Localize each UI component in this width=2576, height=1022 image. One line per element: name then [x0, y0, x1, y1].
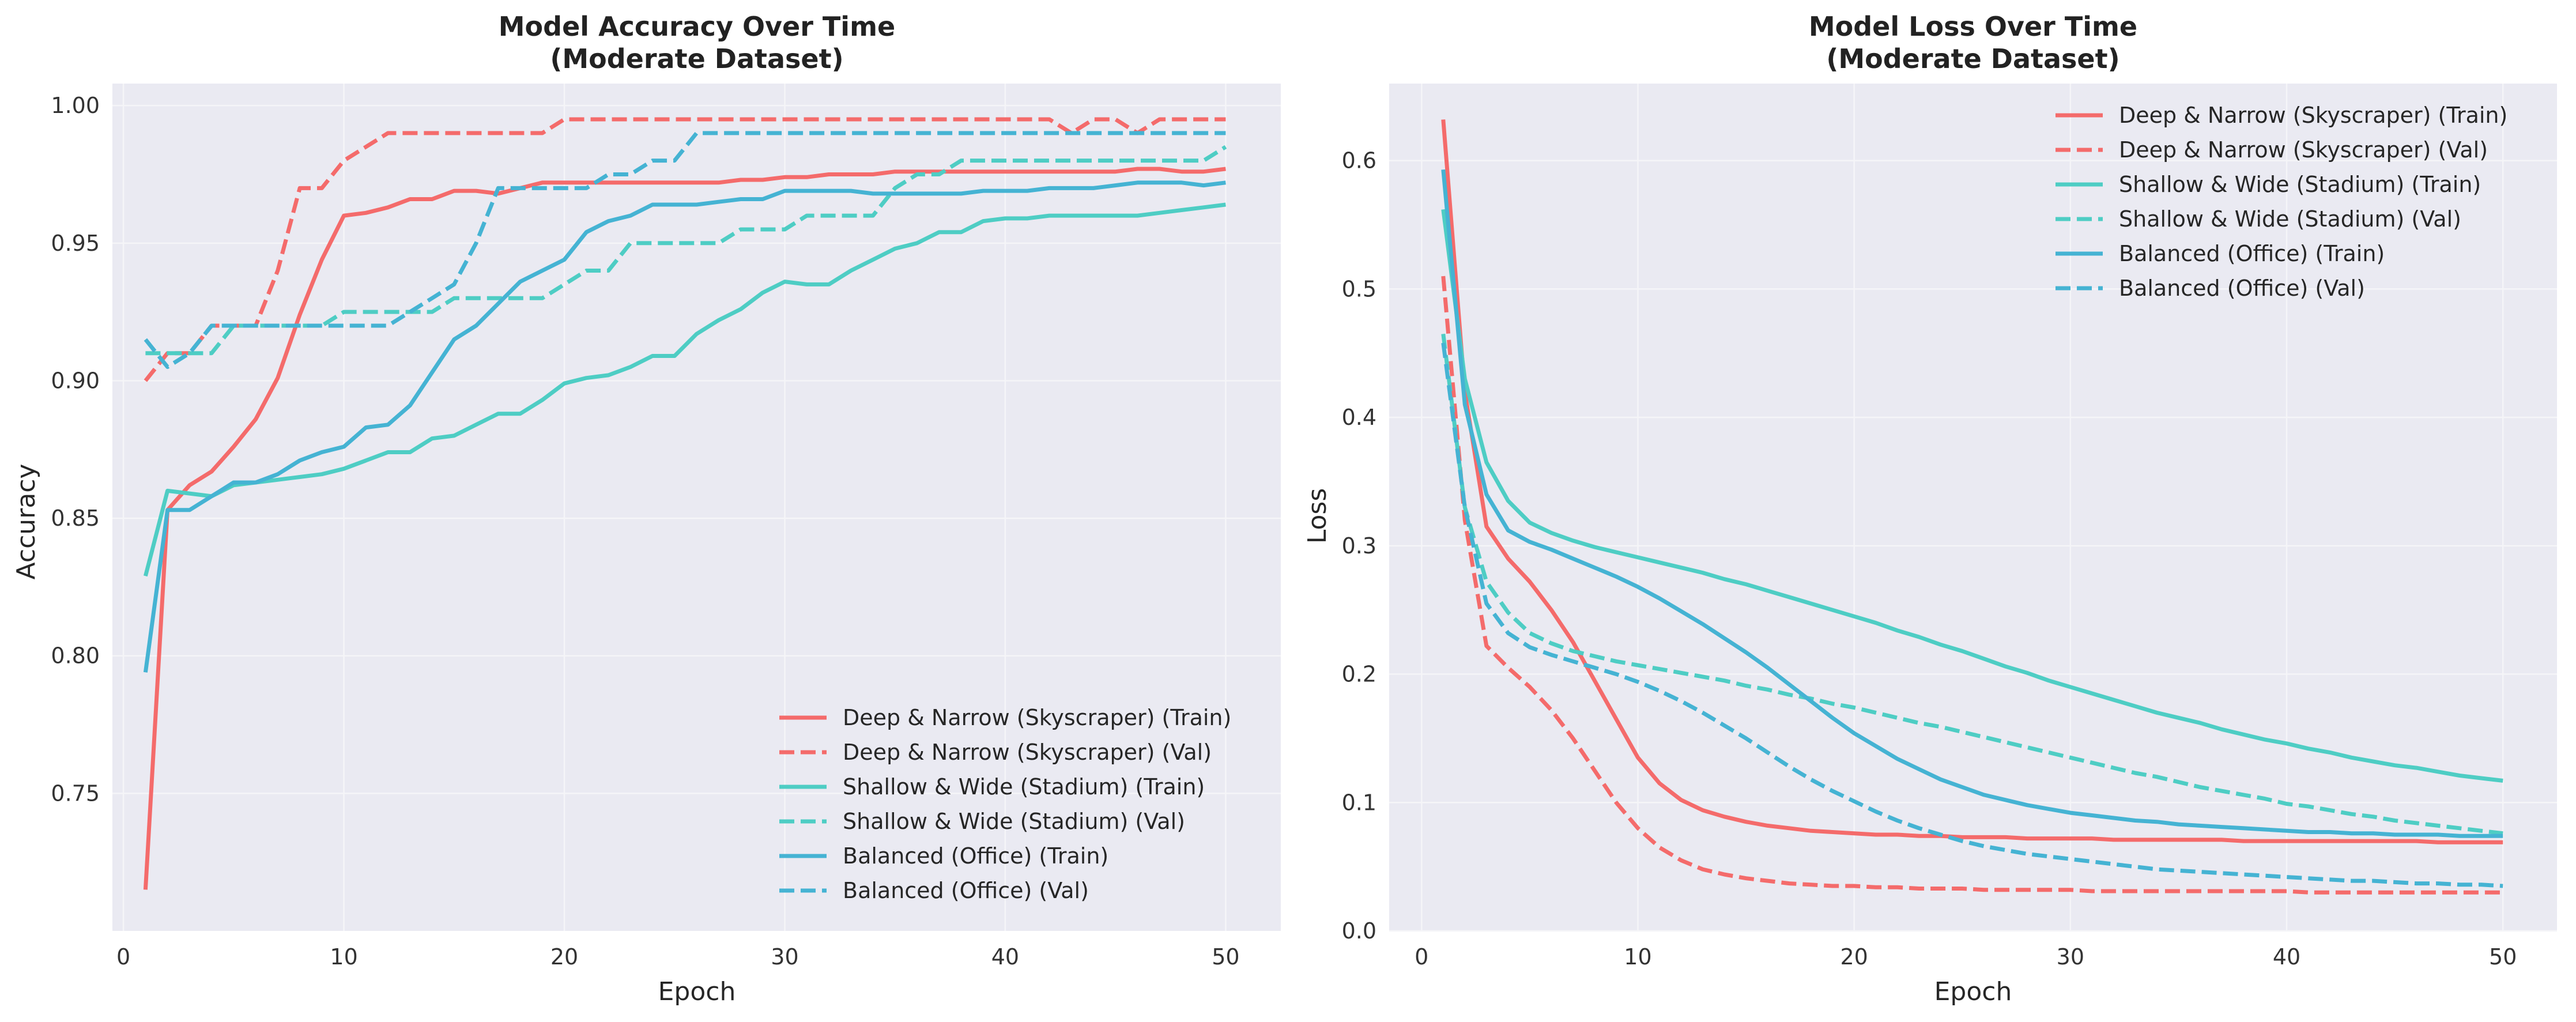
loss-y-axis-label: Loss [1303, 488, 1332, 544]
accuracy-series-line [144, 131, 1226, 369]
accuracy-x-axis-label: Epoch [658, 977, 736, 1006]
loss-legend: Deep & Narrow (Skyscraper) (Train) Deep &… [2055, 103, 2507, 301]
loss-y-tick-label: 0.1 [1342, 790, 1376, 815]
accuracy-x-tick-label: 0 [116, 944, 130, 970]
legend-entry-label: Balanced (Office) (Val) [2119, 276, 2365, 301]
loss-chart-subtitle: (Moderate Dataset) [1826, 43, 2119, 74]
accuracy-y-tick-label: 0.95 [51, 231, 100, 256]
accuracy-y-tick-label: 0.85 [51, 506, 100, 531]
legend-entry-label: Deep & Narrow (Skyscraper) (Train) [843, 705, 1231, 730]
accuracy-series-line [143, 180, 1226, 673]
accuracy-x-tick-label: 10 [330, 944, 357, 970]
legend-entry-label: Deep & Narrow (Skyscraper) (Val) [843, 740, 1212, 765]
legend-entry-label: Shallow & Wide (Stadium) (Val) [843, 809, 1185, 834]
accuracy-chart-panel: Model Accuracy Over Time (Moderate Datas… [12, 11, 1281, 1006]
accuracy-legend: Deep & Narrow (Skyscraper) (Train) Deep &… [779, 705, 1231, 903]
legend-entry-label: Deep & Narrow (Skyscraper) (Val) [2119, 137, 2488, 163]
accuracy-series-line [143, 167, 1226, 890]
loss-y-tick-label: 0.3 [1342, 533, 1376, 559]
loss-x-tick-label: 40 [2273, 944, 2300, 970]
accuracy-y-tick-label: 0.80 [51, 643, 100, 669]
accuracy-series-line [144, 117, 1226, 382]
accuracy-x-tick-label: 40 [991, 944, 1019, 970]
loss-x-tick-label: 50 [2489, 944, 2517, 970]
loss-series-line [1441, 209, 2503, 783]
loss-series-line [1441, 333, 2503, 836]
legend-entry-label: Shallow & Wide (Stadium) (Train) [2119, 172, 2481, 197]
accuracy-y-tick-label: 0.75 [51, 780, 100, 806]
accuracy-x-tick-label: 30 [771, 944, 798, 970]
loss-chart-panel: Model Loss Over Time (Moderate Dataset) … [1303, 11, 2557, 1006]
loss-y-tick-label: 0.0 [1342, 918, 1376, 944]
loss-x-tick-label: 0 [1415, 944, 1428, 970]
legend-entry-label: Shallow & Wide (Stadium) (Val) [2119, 206, 2461, 232]
loss-x-tick-label: 10 [1624, 944, 1651, 970]
accuracy-y-axis-label: Accuracy [12, 464, 41, 580]
accuracy-plot-area [112, 84, 1281, 931]
loss-x-tick-label: 30 [2057, 944, 2084, 970]
legend-entry-label: Balanced (Office) (Train) [843, 843, 1108, 869]
loss-chart-title: Model Loss Over Time [1809, 11, 2137, 42]
loss-series-line [1441, 342, 2503, 888]
loss-x-axis-label: Epoch [1934, 977, 2012, 1006]
legend-entry-label: Shallow & Wide (Stadium) (Train) [843, 774, 1205, 800]
loss-y-tick-label: 0.4 [1342, 405, 1376, 430]
accuracy-y-tick-label: 1.00 [51, 93, 100, 118]
loss-x-tick-label: 20 [1840, 944, 1868, 970]
legend-entry-label: Deep & Narrow (Skyscraper) (Train) [2119, 103, 2507, 128]
legend-entry-label: Balanced (Office) (Train) [2119, 241, 2385, 266]
loss-y-tick-label: 0.5 [1342, 276, 1376, 301]
loss-y-tick-label: 0.6 [1342, 148, 1376, 174]
accuracy-y-tick-label: 0.90 [51, 368, 100, 393]
accuracy-x-tick-label: 20 [550, 944, 578, 970]
loss-y-tick-label: 0.2 [1342, 662, 1376, 687]
accuracy-x-tick-label: 50 [1212, 944, 1239, 970]
accuracy-chart-subtitle: (Moderate Dataset) [550, 43, 843, 74]
loss-series-line [1441, 169, 2503, 838]
accuracy-series-line [144, 202, 1226, 577]
accuracy-series-line [145, 145, 1227, 356]
loss-series-line [1441, 276, 2503, 895]
accuracy-chart-title: Model Accuracy Over Time [499, 11, 895, 42]
legend-entry-label: Balanced (Office) (Val) [843, 878, 1089, 903]
loss-series-line [1441, 119, 2503, 844]
